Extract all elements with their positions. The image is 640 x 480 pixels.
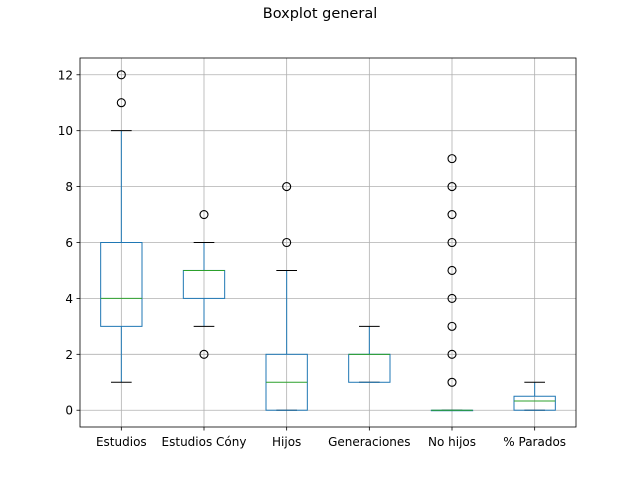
axes-frame (79, 57, 577, 428)
y-tick-label: 10 (58, 124, 73, 138)
outlier-point (447, 321, 457, 331)
x-tick-label: Generaciones (328, 435, 410, 449)
outlier-point (199, 209, 209, 220)
box-1 (182, 209, 226, 359)
x-tick-label: Estudios Cóny (162, 435, 247, 449)
x-tick-label: % Parados (503, 435, 566, 449)
outlier-point (282, 237, 292, 248)
box-0 (100, 70, 143, 383)
y-tick-label: 8 (65, 180, 73, 194)
outlier-point (199, 349, 209, 359)
box-3 (348, 325, 391, 383)
axes-layer: 0 2 4 6 8 10 12 Estudios Estudios Cóny Hijos Gener… (58, 57, 577, 449)
iqr-box (100, 242, 143, 327)
outlier-point (447, 182, 457, 192)
outlier-point (447, 237, 457, 248)
y-tick-label: 0 (65, 404, 73, 418)
outlier-point (447, 293, 457, 303)
box-2 (265, 182, 308, 411)
outlier-point (447, 154, 457, 164)
outlier-point (447, 349, 457, 359)
y-tick-label: 12 (58, 68, 73, 82)
y-tick-label: 6 (65, 236, 73, 250)
outlier-point (447, 377, 457, 387)
y-tick-label: 4 (65, 292, 73, 306)
outlier-point (116, 98, 126, 108)
box-5 (513, 381, 556, 411)
outlier-point (282, 182, 292, 192)
boxes-layer (100, 70, 556, 412)
x-tick-label: No hijos (428, 435, 476, 449)
box-4 (430, 154, 474, 412)
outlier-point (116, 70, 126, 80)
y-tick-label: 2 (65, 348, 73, 362)
iqr-box (513, 395, 556, 411)
outlier-point (447, 209, 457, 220)
grid-layer (80, 58, 576, 427)
x-tick-label: Estudios (96, 435, 147, 449)
outlier-point (447, 265, 457, 276)
chart-title: Boxplot general (262, 6, 378, 22)
x-tick-label: Hijos (272, 435, 301, 449)
